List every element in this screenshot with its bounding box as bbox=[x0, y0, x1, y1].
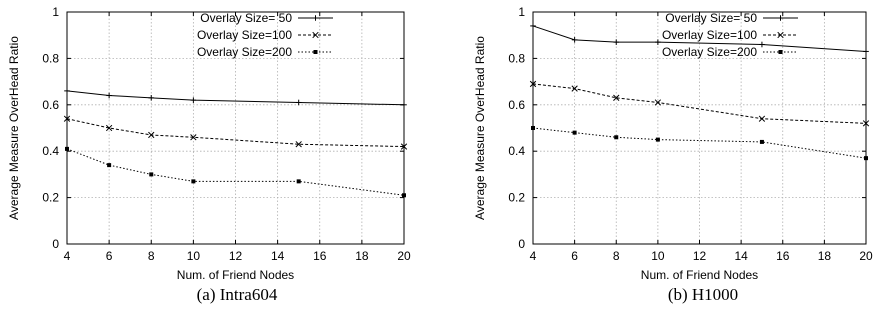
data-point bbox=[190, 97, 197, 103]
legend: Overlay Size= 50 Overlay Size=100 Overlay … bbox=[662, 11, 798, 59]
chart-caption: (b) H1000 bbox=[668, 285, 738, 304]
chart-panel-h1000: 4 6 8 10 12 14 16 18 20 0 0.2 0.4 0.6 0.8 1 Overlay Siz… bbox=[473, 5, 873, 304]
y-tick-label: 0.4 bbox=[42, 144, 59, 158]
x-tick-label: 20 bbox=[859, 249, 873, 263]
y-tick-label: 0.6 bbox=[42, 98, 59, 112]
y-tick-label: 1 bbox=[52, 5, 59, 19]
data-point bbox=[105, 124, 113, 132]
legend-label: Overlay Size=100 bbox=[197, 28, 292, 42]
legend-marker bbox=[777, 15, 784, 21]
legend-marker bbox=[313, 50, 318, 54]
data-point bbox=[654, 99, 662, 106]
legend-label: Overlay Size=200 bbox=[662, 45, 757, 59]
data-point bbox=[106, 92, 112, 99]
data-point bbox=[613, 94, 620, 101]
y-tick-label: 0.4 bbox=[508, 144, 525, 158]
series-line bbox=[532, 25, 867, 52]
series-1 bbox=[64, 88, 407, 108]
x-tick-label: 10 bbox=[651, 249, 665, 263]
plot-frame bbox=[66, 11, 405, 245]
x-tick-label: 6 bbox=[571, 249, 578, 263]
y-tick-label: 0.2 bbox=[508, 191, 525, 205]
y-tick-label: 0.8 bbox=[508, 51, 525, 65]
data-point bbox=[571, 37, 578, 43]
y-axis-label: Average Measure OverHead Ratio bbox=[7, 36, 21, 220]
legend-marker bbox=[312, 15, 319, 21]
legend-label: Overlay Size= 50 bbox=[200, 11, 292, 25]
y-tick-label: 0 bbox=[52, 237, 59, 251]
data-point bbox=[655, 39, 661, 45]
legend: Overlay Size= 50 Overlay Size=100 Overlay … bbox=[197, 11, 333, 59]
x-tick-label: 4 bbox=[530, 249, 537, 263]
series-line bbox=[532, 83, 867, 124]
data-point bbox=[295, 141, 302, 148]
data-point bbox=[295, 99, 302, 106]
data-point bbox=[759, 139, 764, 144]
data-point bbox=[190, 134, 197, 141]
y-tick-label: 0.6 bbox=[508, 98, 525, 112]
series-line bbox=[532, 127, 867, 159]
x-tick-label: 18 bbox=[818, 249, 832, 263]
data-point bbox=[759, 41, 765, 48]
y-tick-label: 0.2 bbox=[42, 191, 59, 205]
legend-label: Overlay Size=200 bbox=[197, 45, 292, 59]
x-tick-label: 8 bbox=[613, 249, 620, 263]
data-point bbox=[296, 179, 301, 184]
data-point bbox=[148, 95, 155, 101]
x-tick-label: 14 bbox=[271, 249, 285, 263]
data-point bbox=[572, 130, 577, 135]
x-tick-label: 12 bbox=[229, 249, 243, 263]
legend-label: Overlay Size= 50 bbox=[665, 11, 757, 25]
chart-caption: (a) Intra604 bbox=[197, 285, 278, 304]
series-3 bbox=[65, 146, 406, 198]
x-tick-label: 4 bbox=[64, 249, 71, 263]
y-tick-label: 0.8 bbox=[42, 51, 59, 65]
x-axis: 4 6 8 10 12 14 16 18 20 bbox=[530, 12, 873, 263]
x-tick-label: 8 bbox=[148, 249, 155, 263]
legend-marker bbox=[312, 31, 319, 39]
data-point bbox=[148, 131, 155, 139]
data-point bbox=[655, 137, 660, 142]
x-tick-label: 20 bbox=[397, 249, 411, 263]
x-tick-label: 10 bbox=[187, 249, 201, 263]
x-tick-label: 16 bbox=[776, 249, 790, 263]
x-axis: 4 6 8 10 12 14 16 18 20 bbox=[64, 12, 411, 263]
data-point bbox=[191, 179, 196, 184]
x-axis-label: Num. of Friend Nodes bbox=[641, 268, 758, 282]
data-point bbox=[571, 85, 578, 92]
legend-marker bbox=[778, 50, 783, 54]
data-point bbox=[758, 115, 766, 122]
x-tick-label: 12 bbox=[693, 249, 707, 263]
data-point bbox=[613, 39, 620, 45]
x-tick-label: 18 bbox=[355, 249, 369, 263]
x-tick-label: 6 bbox=[106, 249, 113, 263]
series-line bbox=[66, 90, 405, 106]
x-tick-label: 14 bbox=[734, 249, 748, 263]
y-axis-label: Average Measure OverHead Ratio bbox=[473, 36, 487, 220]
legend-marker bbox=[777, 31, 784, 39]
plot-frame bbox=[532, 11, 867, 245]
chart-panel-intra604: 4 6 8 10 12 14 16 18 20 0 0.2 0.4 0.6 0.8 1 Overlay Siz… bbox=[7, 5, 411, 304]
series-line bbox=[66, 118, 405, 148]
y-tick-label: 1 bbox=[518, 5, 525, 19]
y-tick-label: 0 bbox=[518, 237, 525, 251]
y-axis: 0 0.2 0.4 0.6 0.8 1 bbox=[42, 5, 404, 251]
series-line bbox=[66, 148, 405, 196]
data-point bbox=[107, 163, 112, 168]
x-tick-label: 16 bbox=[313, 249, 327, 263]
data-point bbox=[614, 135, 619, 140]
legend-label: Overlay Size=100 bbox=[662, 28, 757, 42]
data-point bbox=[149, 172, 154, 177]
x-axis-label: Num. of Friend Nodes bbox=[177, 268, 294, 282]
